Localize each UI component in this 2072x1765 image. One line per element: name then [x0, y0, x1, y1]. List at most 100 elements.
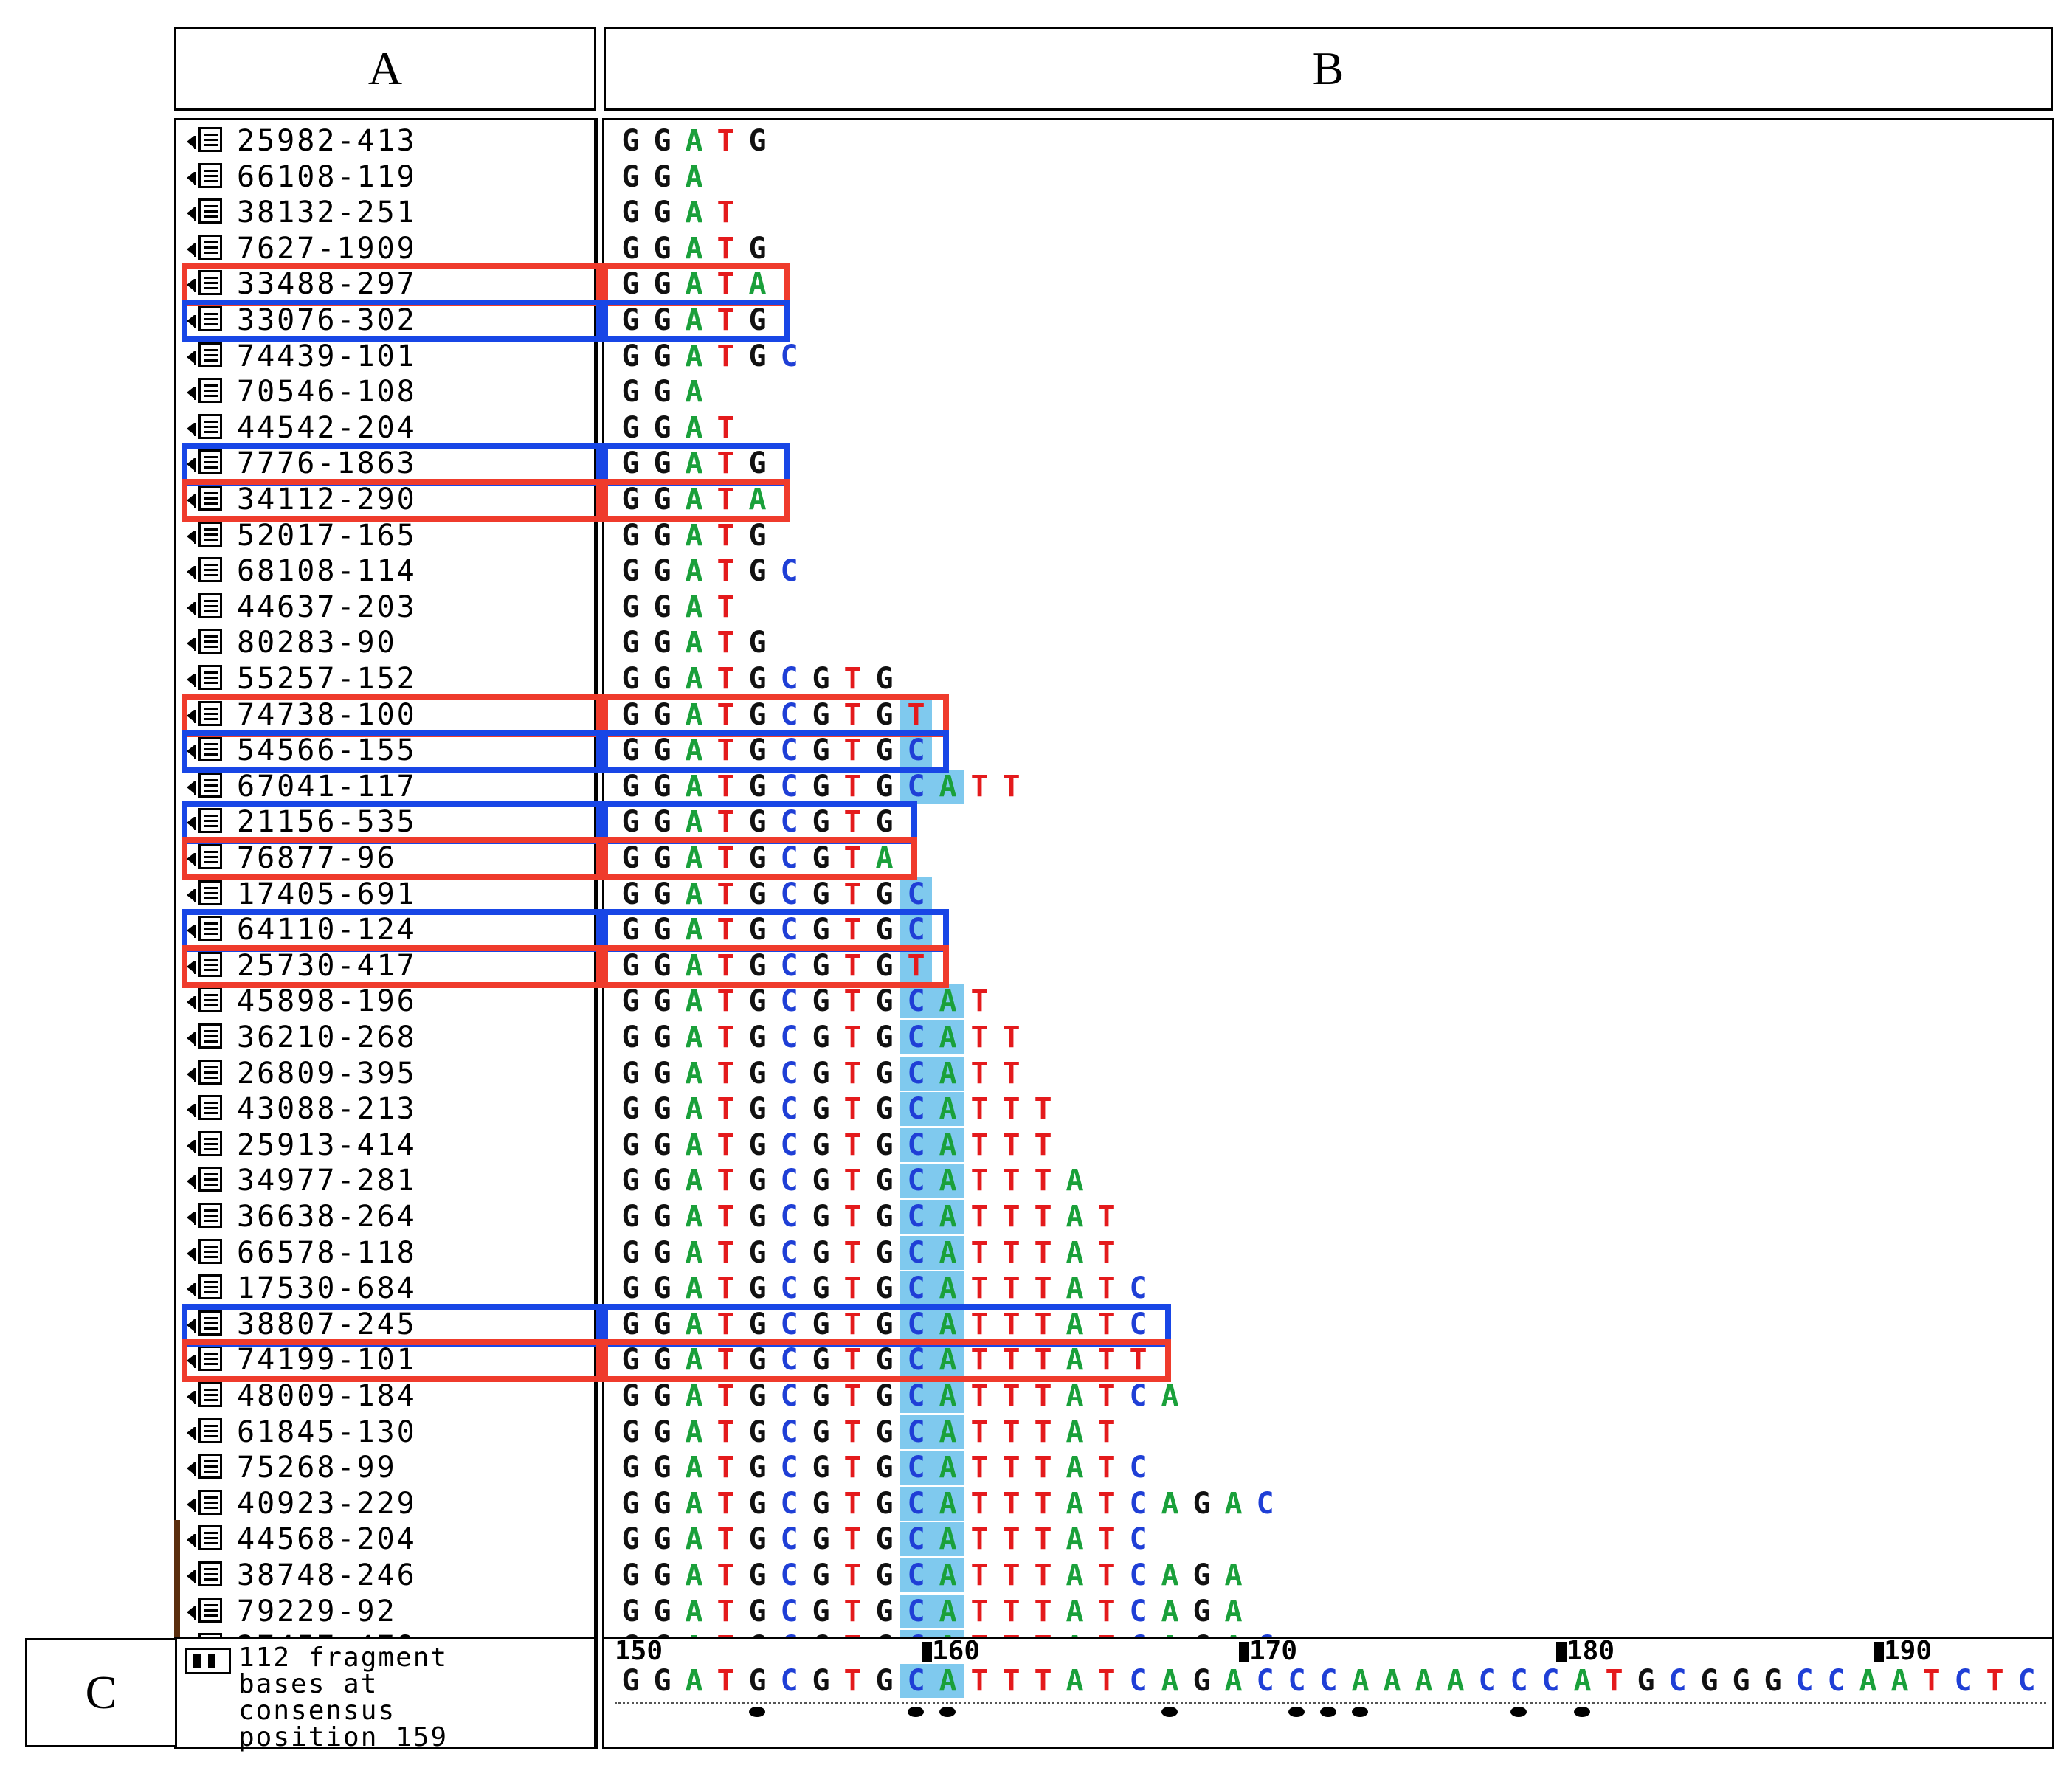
fragment-icon[interactable] [187, 233, 227, 264]
fragment-icon[interactable] [187, 305, 227, 336]
read-row[interactable]: 48009-184 [187, 1378, 417, 1414]
fragment-icon[interactable] [187, 269, 227, 300]
read-row[interactable]: 79229-92 [187, 1594, 397, 1629]
base: T [716, 1379, 735, 1413]
base: T [1002, 1271, 1021, 1306]
fragment-icon[interactable] [187, 879, 227, 910]
base: G [748, 1200, 767, 1234]
fragment-icon[interactable] [187, 125, 227, 156]
fragment-icon[interactable] [187, 771, 227, 802]
read-row[interactable]: 76877-96 [187, 840, 397, 876]
read-row[interactable]: 38748-246 [187, 1558, 417, 1593]
read-row[interactable]: 44637-203 [187, 590, 417, 625]
scrollbar[interactable] [174, 1520, 180, 1749]
read-row[interactable]: 25730-417 [187, 948, 417, 984]
fragment-icon[interactable] [187, 520, 227, 551]
base: G [875, 1127, 894, 1162]
read-row[interactable]: 17530-684 [187, 1271, 417, 1306]
read-row[interactable]: 36210-268 [187, 1020, 417, 1055]
read-row[interactable]: 64110-124 [187, 912, 417, 947]
read-row[interactable]: 66578-118 [187, 1235, 417, 1271]
read-row[interactable]: 61845-130 [187, 1415, 417, 1450]
read-row[interactable]: 67041-117 [187, 769, 417, 804]
read-row[interactable]: 7776-1863 [187, 446, 417, 481]
read-row[interactable]: 44568-204 [187, 1522, 417, 1557]
fragment-icon[interactable] [187, 341, 227, 372]
consensus-base: C [780, 1664, 798, 1698]
fragment-icon[interactable] [187, 806, 227, 837]
read-row[interactable]: 80283-90 [187, 625, 397, 660]
base: A [685, 841, 703, 875]
base: C [780, 913, 798, 947]
fragment-icon[interactable] [187, 1344, 227, 1375]
read-row[interactable]: 36638-264 [187, 1199, 417, 1234]
fragment-icon[interactable] [187, 1058, 227, 1089]
read-row[interactable]: 54566-155 [187, 733, 417, 768]
read-row[interactable]: 34112-290 [187, 482, 417, 517]
fragment-icon[interactable] [187, 950, 227, 981]
fragment-icon[interactable] [187, 412, 227, 443]
read-row[interactable]: 25982-413 [187, 123, 417, 159]
read-row[interactable]: 33488-297 [187, 266, 417, 302]
base: T [1002, 1020, 1021, 1054]
fragment-icon[interactable] [187, 1237, 227, 1268]
base: G [748, 1379, 767, 1413]
fragment-icon[interactable] [187, 1309, 227, 1340]
base: C [780, 1271, 798, 1306]
fragment-icon[interactable] [187, 1201, 227, 1232]
read-row[interactable]: 68108-114 [187, 553, 417, 589]
fragment-icon[interactable] [187, 1560, 227, 1591]
fragment-icon[interactable] [187, 197, 227, 228]
fragment-icon[interactable] [187, 1524, 227, 1555]
fragment-icon[interactable] [187, 1417, 227, 1448]
read-row[interactable]: 40923-229 [187, 1486, 417, 1522]
read-row[interactable]: 43088-213 [187, 1091, 417, 1127]
fragment-icon[interactable] [187, 592, 227, 623]
fragment-icon[interactable] [187, 986, 227, 1017]
fragment-icon[interactable] [187, 1488, 227, 1519]
fragment-icon[interactable] [187, 1596, 227, 1627]
read-row[interactable]: 26809-395 [187, 1056, 417, 1091]
fragment-icon[interactable] [187, 735, 227, 766]
fragment-icon[interactable] [187, 700, 227, 730]
read-row[interactable]: 33076-302 [187, 303, 417, 338]
fragment-icon[interactable] [187, 1452, 227, 1483]
read-row[interactable]: 55257-152 [187, 661, 417, 697]
read-row[interactable]: 25913-414 [187, 1127, 417, 1163]
read-row[interactable]: 17405-691 [187, 877, 417, 912]
base: A [875, 841, 894, 875]
fragment-icon[interactable] [187, 914, 227, 945]
read-row[interactable]: 74439-101 [187, 339, 417, 374]
fragment-icon[interactable] [187, 484, 227, 515]
read-row[interactable]: 75268-99 [187, 1450, 397, 1485]
fragment-icon[interactable] [187, 1273, 227, 1304]
fragment-icon[interactable] [187, 1094, 227, 1125]
base: G [653, 446, 671, 481]
read-row[interactable]: 70546-108 [187, 374, 417, 410]
fragment-icon[interactable] [187, 1165, 227, 1196]
fragment-icon[interactable] [187, 1022, 227, 1053]
fragment-icon[interactable] [187, 376, 227, 407]
read-row[interactable]: 34977-281 [187, 1163, 417, 1198]
fragment-icon[interactable] [187, 627, 227, 658]
read-row[interactable]: 7627-1909 [187, 231, 417, 266]
read-row[interactable]: 45898-196 [187, 984, 417, 1019]
fragment-icon[interactable] [187, 556, 227, 587]
fragment-icon[interactable] [187, 1381, 227, 1412]
fragment-icon[interactable] [187, 162, 227, 193]
base: T [843, 1415, 862, 1449]
read-name: 48009-184 [237, 1379, 417, 1413]
read-row[interactable]: 74738-100 [187, 697, 417, 733]
read-row[interactable]: 38132-251 [187, 195, 417, 230]
read-row[interactable]: 21156-535 [187, 804, 417, 840]
fragment-icon[interactable] [187, 663, 227, 694]
fragment-icon[interactable] [187, 448, 227, 479]
read-row[interactable]: 66108-119 [187, 159, 417, 195]
panel-divider[interactable] [595, 118, 598, 1749]
read-row[interactable]: 52017-165 [187, 518, 417, 553]
fragment-icon[interactable] [187, 1130, 227, 1161]
read-row[interactable]: 74199-101 [187, 1342, 417, 1378]
fragment-icon[interactable] [187, 843, 227, 874]
read-row[interactable]: 44542-204 [187, 410, 417, 446]
read-row[interactable]: 38807-245 [187, 1307, 417, 1342]
